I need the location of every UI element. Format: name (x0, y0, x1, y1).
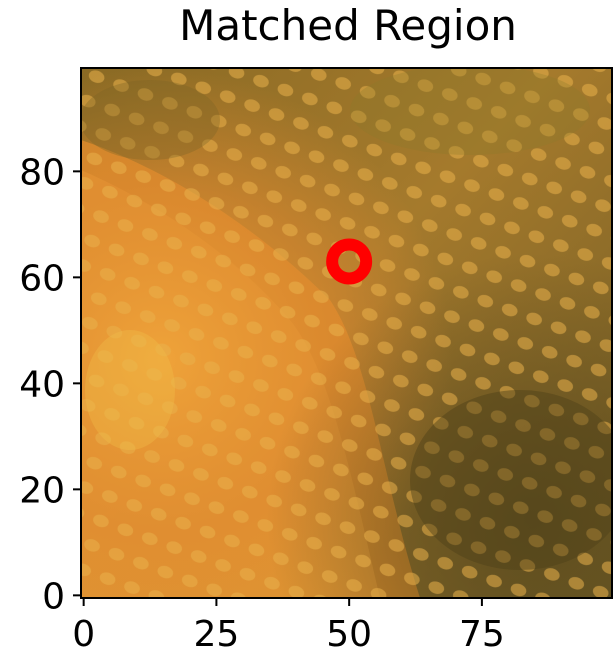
y-tick-label: 40 (19, 364, 65, 405)
x-axis-ticks: 0 25 50 75 (72, 598, 505, 655)
marker-layer (326, 238, 373, 285)
y-axis-ticks: 0 20 40 60 80 (19, 152, 81, 617)
y-tick-label: 60 (19, 258, 65, 299)
chart-title: Matched Region (179, 1, 517, 50)
plot-frame (80, 67, 613, 599)
y-tick-label: 20 (19, 470, 65, 511)
matched-region-image (81, 68, 612, 598)
y-tick-label: 80 (19, 152, 65, 193)
x-tick-label: 50 (326, 614, 372, 655)
y-tick-label: 0 (42, 576, 65, 617)
match-marker-ring (326, 238, 373, 285)
x-tick-label: 25 (193, 614, 239, 655)
x-tick-label: 0 (72, 614, 95, 655)
x-tick-label: 75 (459, 614, 505, 655)
